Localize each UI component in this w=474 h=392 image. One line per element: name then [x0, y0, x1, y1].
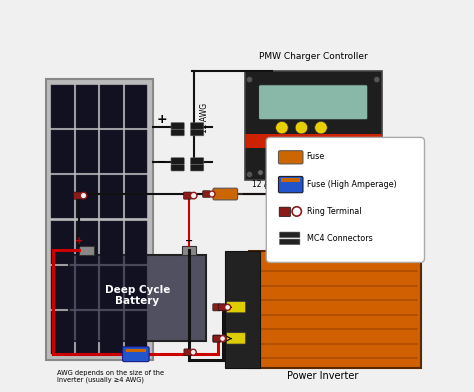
- Circle shape: [258, 170, 263, 175]
- Bar: [126, 349, 146, 352]
- Bar: [100, 221, 123, 263]
- Text: 12 AWG: 12 AWG: [252, 180, 283, 189]
- Bar: [52, 130, 73, 173]
- Bar: [249, 251, 420, 368]
- Bar: [76, 175, 98, 218]
- FancyBboxPatch shape: [280, 239, 300, 245]
- FancyBboxPatch shape: [278, 151, 303, 164]
- Bar: [76, 85, 98, 128]
- Bar: [245, 134, 382, 147]
- Bar: [125, 85, 147, 128]
- Text: Deep Cycle
Battery: Deep Cycle Battery: [105, 285, 170, 307]
- FancyBboxPatch shape: [280, 232, 300, 238]
- Circle shape: [219, 336, 226, 341]
- Bar: [46, 79, 153, 360]
- Bar: [125, 311, 147, 354]
- Bar: [100, 130, 123, 173]
- Circle shape: [225, 304, 231, 310]
- FancyBboxPatch shape: [73, 192, 82, 199]
- Circle shape: [292, 207, 301, 216]
- Bar: [125, 221, 147, 263]
- Bar: [52, 311, 73, 354]
- FancyBboxPatch shape: [279, 207, 291, 216]
- FancyBboxPatch shape: [171, 164, 184, 171]
- FancyBboxPatch shape: [278, 176, 303, 193]
- Circle shape: [297, 170, 302, 175]
- FancyBboxPatch shape: [213, 304, 221, 311]
- Circle shape: [295, 122, 308, 134]
- Text: Fuse (High Amperage): Fuse (High Amperage): [307, 180, 396, 189]
- Bar: [100, 311, 123, 354]
- Circle shape: [190, 349, 196, 355]
- Circle shape: [209, 191, 215, 197]
- Text: −: −: [185, 236, 193, 246]
- FancyBboxPatch shape: [213, 188, 237, 200]
- FancyBboxPatch shape: [191, 164, 204, 171]
- Circle shape: [315, 122, 327, 134]
- FancyBboxPatch shape: [227, 333, 246, 344]
- FancyBboxPatch shape: [258, 85, 368, 120]
- Circle shape: [277, 170, 283, 175]
- Text: MC4 Connectors: MC4 Connectors: [307, 234, 372, 243]
- Bar: [281, 178, 301, 182]
- Bar: [100, 85, 123, 128]
- Bar: [125, 130, 147, 173]
- Text: Power Inverter: Power Inverter: [287, 372, 359, 381]
- Bar: [125, 175, 147, 218]
- Circle shape: [219, 335, 226, 342]
- FancyBboxPatch shape: [184, 349, 191, 356]
- Bar: [79, 246, 94, 254]
- Circle shape: [276, 122, 288, 134]
- FancyBboxPatch shape: [213, 335, 221, 342]
- FancyBboxPatch shape: [171, 123, 184, 129]
- Text: PMW Charger Controller: PMW Charger Controller: [259, 52, 367, 61]
- Text: +: +: [75, 236, 83, 246]
- FancyBboxPatch shape: [191, 123, 204, 129]
- Bar: [225, 251, 260, 368]
- Text: AWG depends on the size of the
Inverter (usually ≥4 AWG): AWG depends on the size of the Inverter …: [57, 370, 164, 383]
- Bar: [125, 266, 147, 309]
- Text: +: +: [157, 113, 167, 126]
- Circle shape: [267, 170, 273, 175]
- Bar: [76, 130, 98, 173]
- Bar: [100, 175, 123, 218]
- FancyBboxPatch shape: [227, 301, 246, 313]
- Circle shape: [191, 192, 197, 199]
- FancyBboxPatch shape: [218, 304, 226, 311]
- Bar: [52, 175, 73, 218]
- Bar: [69, 254, 206, 341]
- Circle shape: [374, 76, 380, 83]
- FancyBboxPatch shape: [171, 129, 184, 136]
- Text: Ring Terminal: Ring Terminal: [307, 207, 361, 216]
- Circle shape: [374, 171, 380, 178]
- Bar: [100, 266, 123, 309]
- FancyBboxPatch shape: [123, 347, 149, 361]
- FancyBboxPatch shape: [202, 191, 210, 198]
- Bar: [76, 311, 98, 354]
- Bar: [52, 221, 73, 263]
- Text: Fuse: Fuse: [307, 152, 325, 162]
- FancyBboxPatch shape: [213, 335, 221, 342]
- Text: 12 AWG: 12 AWG: [200, 103, 209, 133]
- Text: RENOGY: RENOGY: [281, 138, 304, 143]
- Bar: [182, 246, 196, 254]
- FancyBboxPatch shape: [183, 192, 191, 199]
- Bar: [76, 221, 98, 263]
- Bar: [76, 266, 98, 309]
- FancyBboxPatch shape: [191, 129, 204, 136]
- FancyBboxPatch shape: [266, 138, 425, 262]
- FancyBboxPatch shape: [191, 158, 204, 164]
- Circle shape: [246, 171, 253, 178]
- Text: −: −: [157, 157, 166, 167]
- Circle shape: [246, 76, 253, 83]
- Bar: [52, 85, 73, 128]
- Bar: [52, 266, 73, 309]
- Circle shape: [80, 192, 87, 199]
- FancyBboxPatch shape: [171, 158, 184, 164]
- Bar: [245, 71, 382, 180]
- Circle shape: [219, 304, 226, 310]
- Circle shape: [287, 170, 292, 175]
